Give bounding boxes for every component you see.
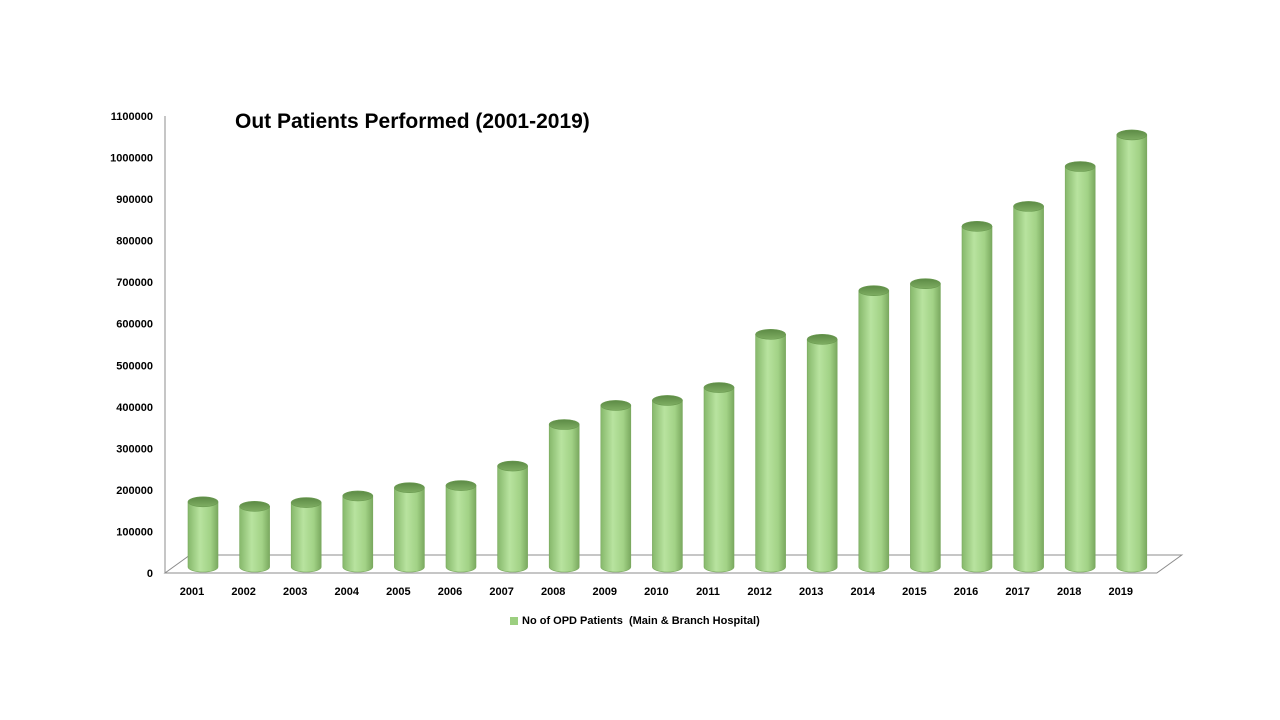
bar	[1013, 201, 1044, 573]
y-tick-label: 200000	[116, 485, 153, 497]
bar-cap	[961, 221, 993, 232]
bar-body	[497, 465, 528, 573]
bar-cap	[1013, 201, 1044, 212]
bar-body	[1116, 134, 1148, 573]
x-tick-label: 2015	[902, 586, 926, 598]
x-tick-label: 2003	[283, 586, 307, 598]
bar	[394, 482, 425, 573]
bar	[910, 278, 941, 573]
bar-body	[187, 501, 219, 573]
bar-body	[600, 405, 632, 573]
bar-body	[910, 283, 941, 573]
legend-label: No of OPD Patients (Main & Branch Hospit…	[522, 615, 760, 627]
y-tick-label: 300000	[116, 443, 153, 455]
bar-body	[342, 495, 374, 573]
bar	[961, 221, 993, 573]
y-tick-label: 900000	[116, 194, 153, 206]
bar-cap	[445, 480, 477, 491]
bar-cap	[858, 285, 890, 297]
y-tick-label: 800000	[116, 236, 153, 248]
bar-cap	[652, 395, 683, 406]
bar-cap	[755, 329, 786, 340]
bar-body	[858, 290, 890, 573]
y-tick-label: 0	[147, 568, 153, 580]
bar-cap	[806, 334, 838, 345]
bar	[755, 329, 786, 573]
x-tick-label: 2005	[386, 586, 410, 598]
y-tick-label: 400000	[116, 402, 153, 414]
x-tick-label: 2011	[696, 586, 720, 598]
y-tick-label: 1000000	[110, 153, 153, 165]
chart-floor	[163, 554, 1184, 574]
bar	[806, 334, 838, 573]
legend: No of OPD Patients (Main & Branch Hospit…	[510, 615, 760, 627]
bar-cap	[497, 460, 528, 472]
bar-body	[445, 485, 477, 573]
bar-cap	[703, 382, 735, 393]
bar	[548, 419, 580, 573]
bar-body	[239, 506, 270, 573]
x-tick-label: 2002	[231, 586, 255, 598]
y-tick-label: 1100000	[111, 111, 153, 123]
bar-cap	[394, 482, 425, 493]
y-tick-label: 500000	[116, 360, 153, 372]
x-tick-label: 2004	[335, 586, 360, 598]
bar-cap	[600, 400, 632, 411]
bar-cap	[342, 490, 374, 502]
x-tick-label: 2010	[644, 586, 668, 598]
y-tick-label: 100000	[116, 526, 153, 538]
y-tick-label: 700000	[116, 277, 153, 289]
bar-body	[961, 226, 993, 573]
y-tick-label: 600000	[116, 319, 153, 331]
bar	[239, 501, 270, 573]
x-tick-label: 2007	[489, 586, 513, 598]
bar	[497, 460, 528, 573]
bar	[342, 490, 374, 573]
bar-body	[1013, 206, 1044, 573]
x-tick-label: 2008	[541, 586, 565, 598]
x-tick-label: 2013	[799, 586, 823, 598]
bar	[858, 285, 890, 573]
bar-body	[652, 400, 683, 573]
bar-cap	[1064, 161, 1096, 172]
bar-body	[755, 334, 786, 573]
bar	[187, 496, 219, 573]
x-tick-label: 2009	[593, 586, 617, 598]
legend-swatch	[510, 617, 518, 625]
bar-body	[703, 387, 735, 573]
bar	[652, 395, 683, 573]
x-tick-label: 2016	[954, 586, 978, 598]
bar-cap	[290, 497, 322, 508]
bar-body	[548, 424, 580, 573]
bar-cap	[910, 278, 941, 289]
bar-cap	[187, 496, 219, 508]
bar	[445, 480, 477, 573]
chart-title: Out Patients Performed (2001-2019)	[235, 110, 590, 133]
x-tick-label: 2006	[438, 586, 462, 598]
bar	[600, 400, 632, 573]
x-tick-label: 2001	[180, 586, 204, 598]
x-tick-label: 2017	[1005, 586, 1029, 598]
bar	[290, 497, 322, 573]
bar-cap	[548, 419, 580, 430]
bar-cap	[239, 501, 270, 512]
bar	[1116, 129, 1148, 573]
bar	[703, 382, 735, 573]
x-tick-label: 2019	[1109, 586, 1133, 598]
bar-body	[1064, 166, 1096, 573]
bar	[1064, 161, 1096, 573]
bar-body	[394, 487, 425, 573]
x-tick-label: 2018	[1057, 586, 1081, 598]
x-tick-label: 2014	[851, 586, 876, 598]
x-tick-label: 2012	[747, 586, 771, 598]
bar-cap	[1116, 129, 1148, 141]
bar-body	[806, 339, 838, 573]
bar-body	[290, 502, 322, 573]
